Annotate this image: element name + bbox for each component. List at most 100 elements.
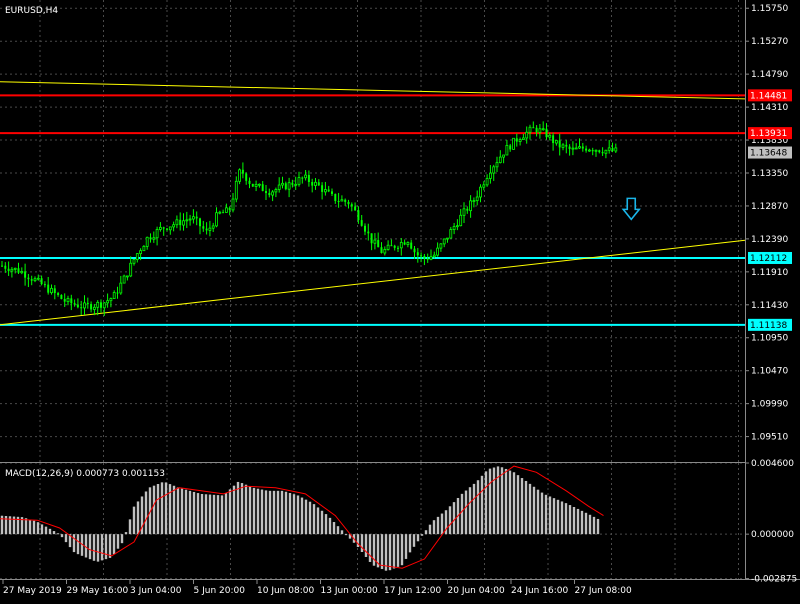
- candle-body: [268, 193, 271, 196]
- candle-body: [594, 149, 598, 152]
- price-tick-label: 1.11430: [751, 301, 788, 311]
- macd-bar: [240, 483, 244, 535]
- macd-bar: [188, 490, 192, 535]
- horizontal-levels[interactable]: [0, 94, 745, 326]
- candle-body: [548, 134, 552, 138]
- trend-line[interactable]: [0, 81, 746, 100]
- candle-body: [317, 182, 320, 186]
- macd-bar: [324, 514, 328, 535]
- macd-bar: [336, 526, 340, 535]
- macd-bar: [288, 492, 292, 535]
- macd-bar: [156, 484, 160, 535]
- macd-bar: [32, 520, 36, 535]
- candle-body: [96, 301, 100, 308]
- candle-body: [116, 292, 119, 294]
- macd-histogram[interactable]: [0, 466, 600, 571]
- candle-body: [199, 218, 201, 227]
- candle-body: [518, 139, 522, 143]
- macd-bar: [152, 485, 156, 535]
- candle-body: [390, 245, 393, 247]
- price-tick-label: 1.14790: [751, 70, 788, 80]
- macd-bar: [328, 517, 332, 535]
- symbol-label: EURUSD,H4: [5, 6, 58, 16]
- macd-bar: [248, 486, 252, 535]
- candle-body: [410, 242, 413, 249]
- candle-body: [337, 200, 340, 202]
- macd-bar: [496, 466, 500, 535]
- macd-tick-label: -0.002875: [751, 575, 797, 585]
- macd-bar: [556, 499, 560, 535]
- candle-body: [234, 180, 238, 200]
- candle-body: [301, 177, 304, 179]
- macd-bar: [196, 493, 200, 535]
- macd-signal-line[interactable]: [0, 465, 604, 569]
- candle-body: [377, 240, 380, 248]
- down-arrow-icon[interactable]: [621, 197, 641, 221]
- candle-body: [452, 226, 456, 230]
- macd-bar: [536, 489, 540, 535]
- candle-body: [215, 212, 218, 227]
- candle-body: [607, 147, 611, 151]
- candle-body: [360, 220, 363, 226]
- candle-body: [36, 277, 40, 280]
- candle-body: [535, 127, 538, 133]
- macd-bar: [0, 515, 4, 535]
- candle-body: [172, 224, 176, 228]
- price-axis: 1.15750 1.15270 1.14790 1.14310 1.13830 1.133…: [745, 4, 788, 443]
- macd-bar: [520, 478, 524, 535]
- macd-bar: [264, 490, 268, 535]
- candle-body: [231, 198, 235, 211]
- level-tag-label: 1.13931: [750, 129, 787, 139]
- candle-body: [432, 254, 436, 258]
- macd-bar: [372, 534, 376, 566]
- candle-body: [168, 226, 172, 231]
- macd-bar: [116, 534, 120, 549]
- macd-bar: [84, 534, 88, 558]
- macd-bar: [384, 534, 388, 571]
- candle-body: [162, 227, 165, 229]
- macd-bar: [308, 501, 312, 535]
- candle-body: [555, 140, 558, 144]
- macd-bar: [468, 487, 472, 535]
- macd-bar: [284, 491, 288, 535]
- candle-body: [57, 293, 60, 295]
- price-tick-label: 1.10470: [751, 367, 788, 377]
- macd-bar: [252, 487, 256, 535]
- candle-body: [347, 201, 350, 205]
- candle-body: [271, 191, 275, 196]
- candle-body: [565, 144, 568, 147]
- candle-body: [472, 200, 476, 203]
- candles[interactable]: [1, 121, 618, 316]
- candle-body: [399, 242, 403, 249]
- candle-body: [149, 237, 152, 240]
- macd-bar: [580, 510, 584, 535]
- candle-body: [475, 196, 479, 202]
- price-tick-label: 1.13830: [751, 136, 788, 146]
- macd-bar: [160, 482, 164, 535]
- macd-bar: [296, 495, 300, 535]
- trend-lines[interactable]: [0, 81, 746, 326]
- macd-bar: [588, 514, 592, 535]
- candle-body: [591, 150, 594, 152]
- price-tick-label: 1.11910: [751, 268, 788, 278]
- candle-body: [373, 239, 377, 244]
- candle-body: [446, 237, 449, 240]
- macd-bar: [112, 534, 116, 555]
- candle-body: [416, 252, 419, 256]
- macd-bar: [396, 534, 400, 567]
- candle-body: [132, 259, 136, 264]
- macd-bar: [260, 489, 264, 535]
- trend-line[interactable]: [0, 239, 746, 326]
- macd-bar: [176, 487, 180, 535]
- candle-body: [112, 292, 116, 299]
- candle-body: [126, 275, 129, 278]
- macd-bar: [436, 516, 440, 535]
- macd-bar: [148, 487, 152, 535]
- macd-bar: [276, 490, 280, 535]
- macd-bar: [420, 534, 424, 536]
- candle-body: [100, 302, 102, 308]
- macd-bar: [184, 489, 188, 535]
- macd-bar: [388, 534, 392, 571]
